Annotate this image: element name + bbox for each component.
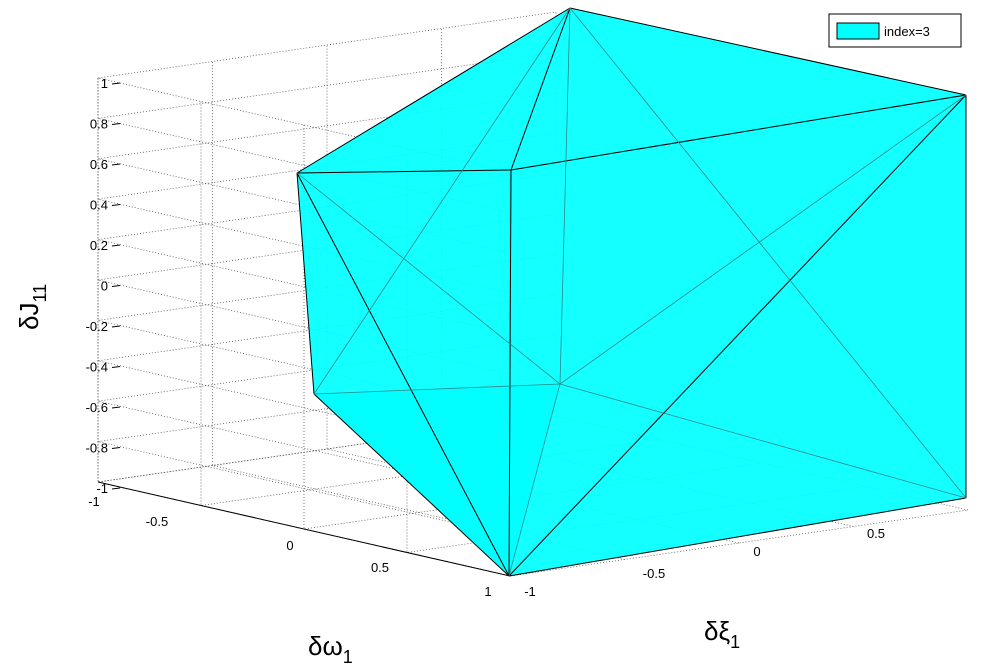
x-axis-line xyxy=(97,481,511,577)
legend-swatch xyxy=(836,22,880,40)
x-tick-label: 0.5 xyxy=(371,560,389,575)
z-tick-label: 0.2 xyxy=(90,238,108,253)
polytope-hidden-edge xyxy=(313,7,571,395)
polytope-face xyxy=(314,384,560,576)
z-axis-label: δJ11 xyxy=(14,284,50,330)
polytope-hidden-edge xyxy=(559,7,571,385)
polytope-edge xyxy=(296,169,512,174)
polytope-face xyxy=(511,8,966,170)
x-tick-label: -1 xyxy=(88,494,100,509)
polytope-hidden-edge xyxy=(313,383,561,395)
z-tick-mark xyxy=(111,487,121,490)
z-tick-label: 0.8 xyxy=(90,117,108,132)
z-tick-mark xyxy=(111,123,121,125)
polytope-hidden-edge xyxy=(296,172,561,385)
z-axis-ticks: 1 0.8 0.6 0.4 0.2 0 -0.2 -0.4 -0.6 -0.8 -1 xyxy=(86,76,121,496)
x-axis-ticks: -1 -0.5 0 0.5 1 xyxy=(88,494,491,599)
polytope-edges xyxy=(296,7,967,577)
x-tick-label: -0.5 xyxy=(146,514,168,529)
z-tick-mark xyxy=(111,285,121,287)
polytope-edge xyxy=(508,497,967,577)
z-tick-label: 1 xyxy=(101,76,108,91)
polytope-hidden-edge xyxy=(559,94,967,385)
polytope-edge xyxy=(510,94,967,171)
polytope-faces xyxy=(297,8,966,576)
z-tick-label: 0 xyxy=(101,279,108,294)
polytope-edge xyxy=(296,172,315,395)
z-tick-label: 0.4 xyxy=(90,198,108,213)
y-axis-ticks: -1 -0.5 0 0.5 xyxy=(524,526,885,599)
x-axis-label: δω1 xyxy=(308,631,353,667)
polytope-edge xyxy=(508,94,967,577)
y-tick-label: 0.5 xyxy=(867,526,885,541)
z-tick-mark xyxy=(111,82,121,85)
y-tick-label: -1 xyxy=(524,584,536,599)
polytope-edge xyxy=(296,172,510,577)
z-tick-label: 0.6 xyxy=(90,157,108,172)
z-tick-label: -0.4 xyxy=(86,360,108,375)
polytope-edge xyxy=(313,393,510,577)
z-tick-mark xyxy=(111,163,121,166)
legend-entry: index=3 xyxy=(884,24,930,39)
z-tick-label: -1 xyxy=(96,481,108,496)
polytope-edge xyxy=(508,169,512,577)
polytope-hidden-edge xyxy=(508,383,561,577)
x-tick-label: 1 xyxy=(484,584,491,599)
z-tick-mark xyxy=(111,325,121,328)
z-tick-label: -0.8 xyxy=(86,441,108,456)
y-axis-label: δξ1 xyxy=(704,616,740,652)
z-tick-mark xyxy=(111,447,121,449)
polytope-edge xyxy=(510,7,571,171)
z-tick-mark xyxy=(111,244,121,247)
polytope-hidden-edge xyxy=(569,7,967,499)
x-tick-label: 0 xyxy=(286,538,293,553)
y-tick-label: -0.5 xyxy=(643,566,665,581)
polytope-edge xyxy=(296,7,571,174)
z-tick-label: -0.6 xyxy=(86,400,108,415)
z-tick-mark xyxy=(111,204,121,206)
polytope-edge xyxy=(569,7,967,96)
legend: index=3 xyxy=(828,13,962,48)
z-tick-mark xyxy=(111,406,121,409)
z-tick-mark xyxy=(111,366,121,368)
z-tick-label: -0.2 xyxy=(86,319,108,334)
y-tick-label: 0 xyxy=(753,544,760,559)
polytope-hidden-edge xyxy=(559,383,967,499)
